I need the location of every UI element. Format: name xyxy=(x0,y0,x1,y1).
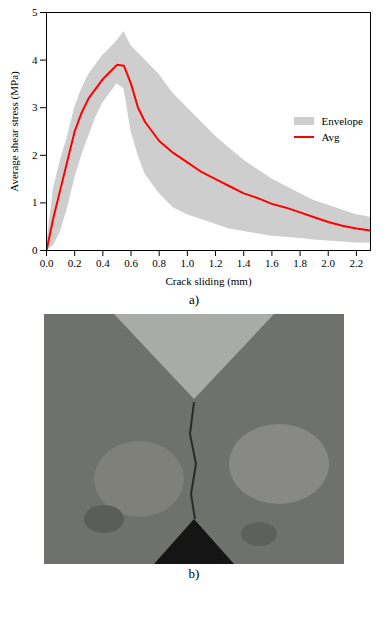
svg-text:1: 1 xyxy=(32,196,38,208)
svg-text:3: 3 xyxy=(32,101,38,113)
svg-text:0.4: 0.4 xyxy=(96,257,110,269)
svg-text:0: 0 xyxy=(32,244,38,256)
svg-text:5: 5 xyxy=(32,6,38,18)
svg-text:1.2: 1.2 xyxy=(209,257,223,269)
svg-text:0.8: 0.8 xyxy=(152,257,166,269)
svg-text:2.2: 2.2 xyxy=(350,257,364,269)
svg-text:2: 2 xyxy=(32,149,38,161)
svg-text:0.0: 0.0 xyxy=(40,257,54,269)
html-text:Avg: Avg xyxy=(321,131,340,143)
svg-text:4: 4 xyxy=(32,54,38,66)
html-text:b): b) xyxy=(188,566,200,581)
svg-text:1.4: 1.4 xyxy=(237,257,251,269)
svg-text:0.6: 0.6 xyxy=(124,257,138,269)
svg-text:1.8: 1.8 xyxy=(293,257,307,269)
html-text:Envelope: Envelope xyxy=(321,115,363,127)
svg-text:Average shear stress (MPa): Average shear stress (MPa) xyxy=(8,71,21,192)
html-text:a): a) xyxy=(188,292,199,307)
svg-text:0.2: 0.2 xyxy=(68,257,82,269)
svg-text:Crack sliding (mm): Crack sliding (mm) xyxy=(165,275,251,288)
svg-text:2.0: 2.0 xyxy=(321,257,335,269)
svg-text:1.6: 1.6 xyxy=(265,257,279,269)
svg-text:1.0: 1.0 xyxy=(180,257,194,269)
